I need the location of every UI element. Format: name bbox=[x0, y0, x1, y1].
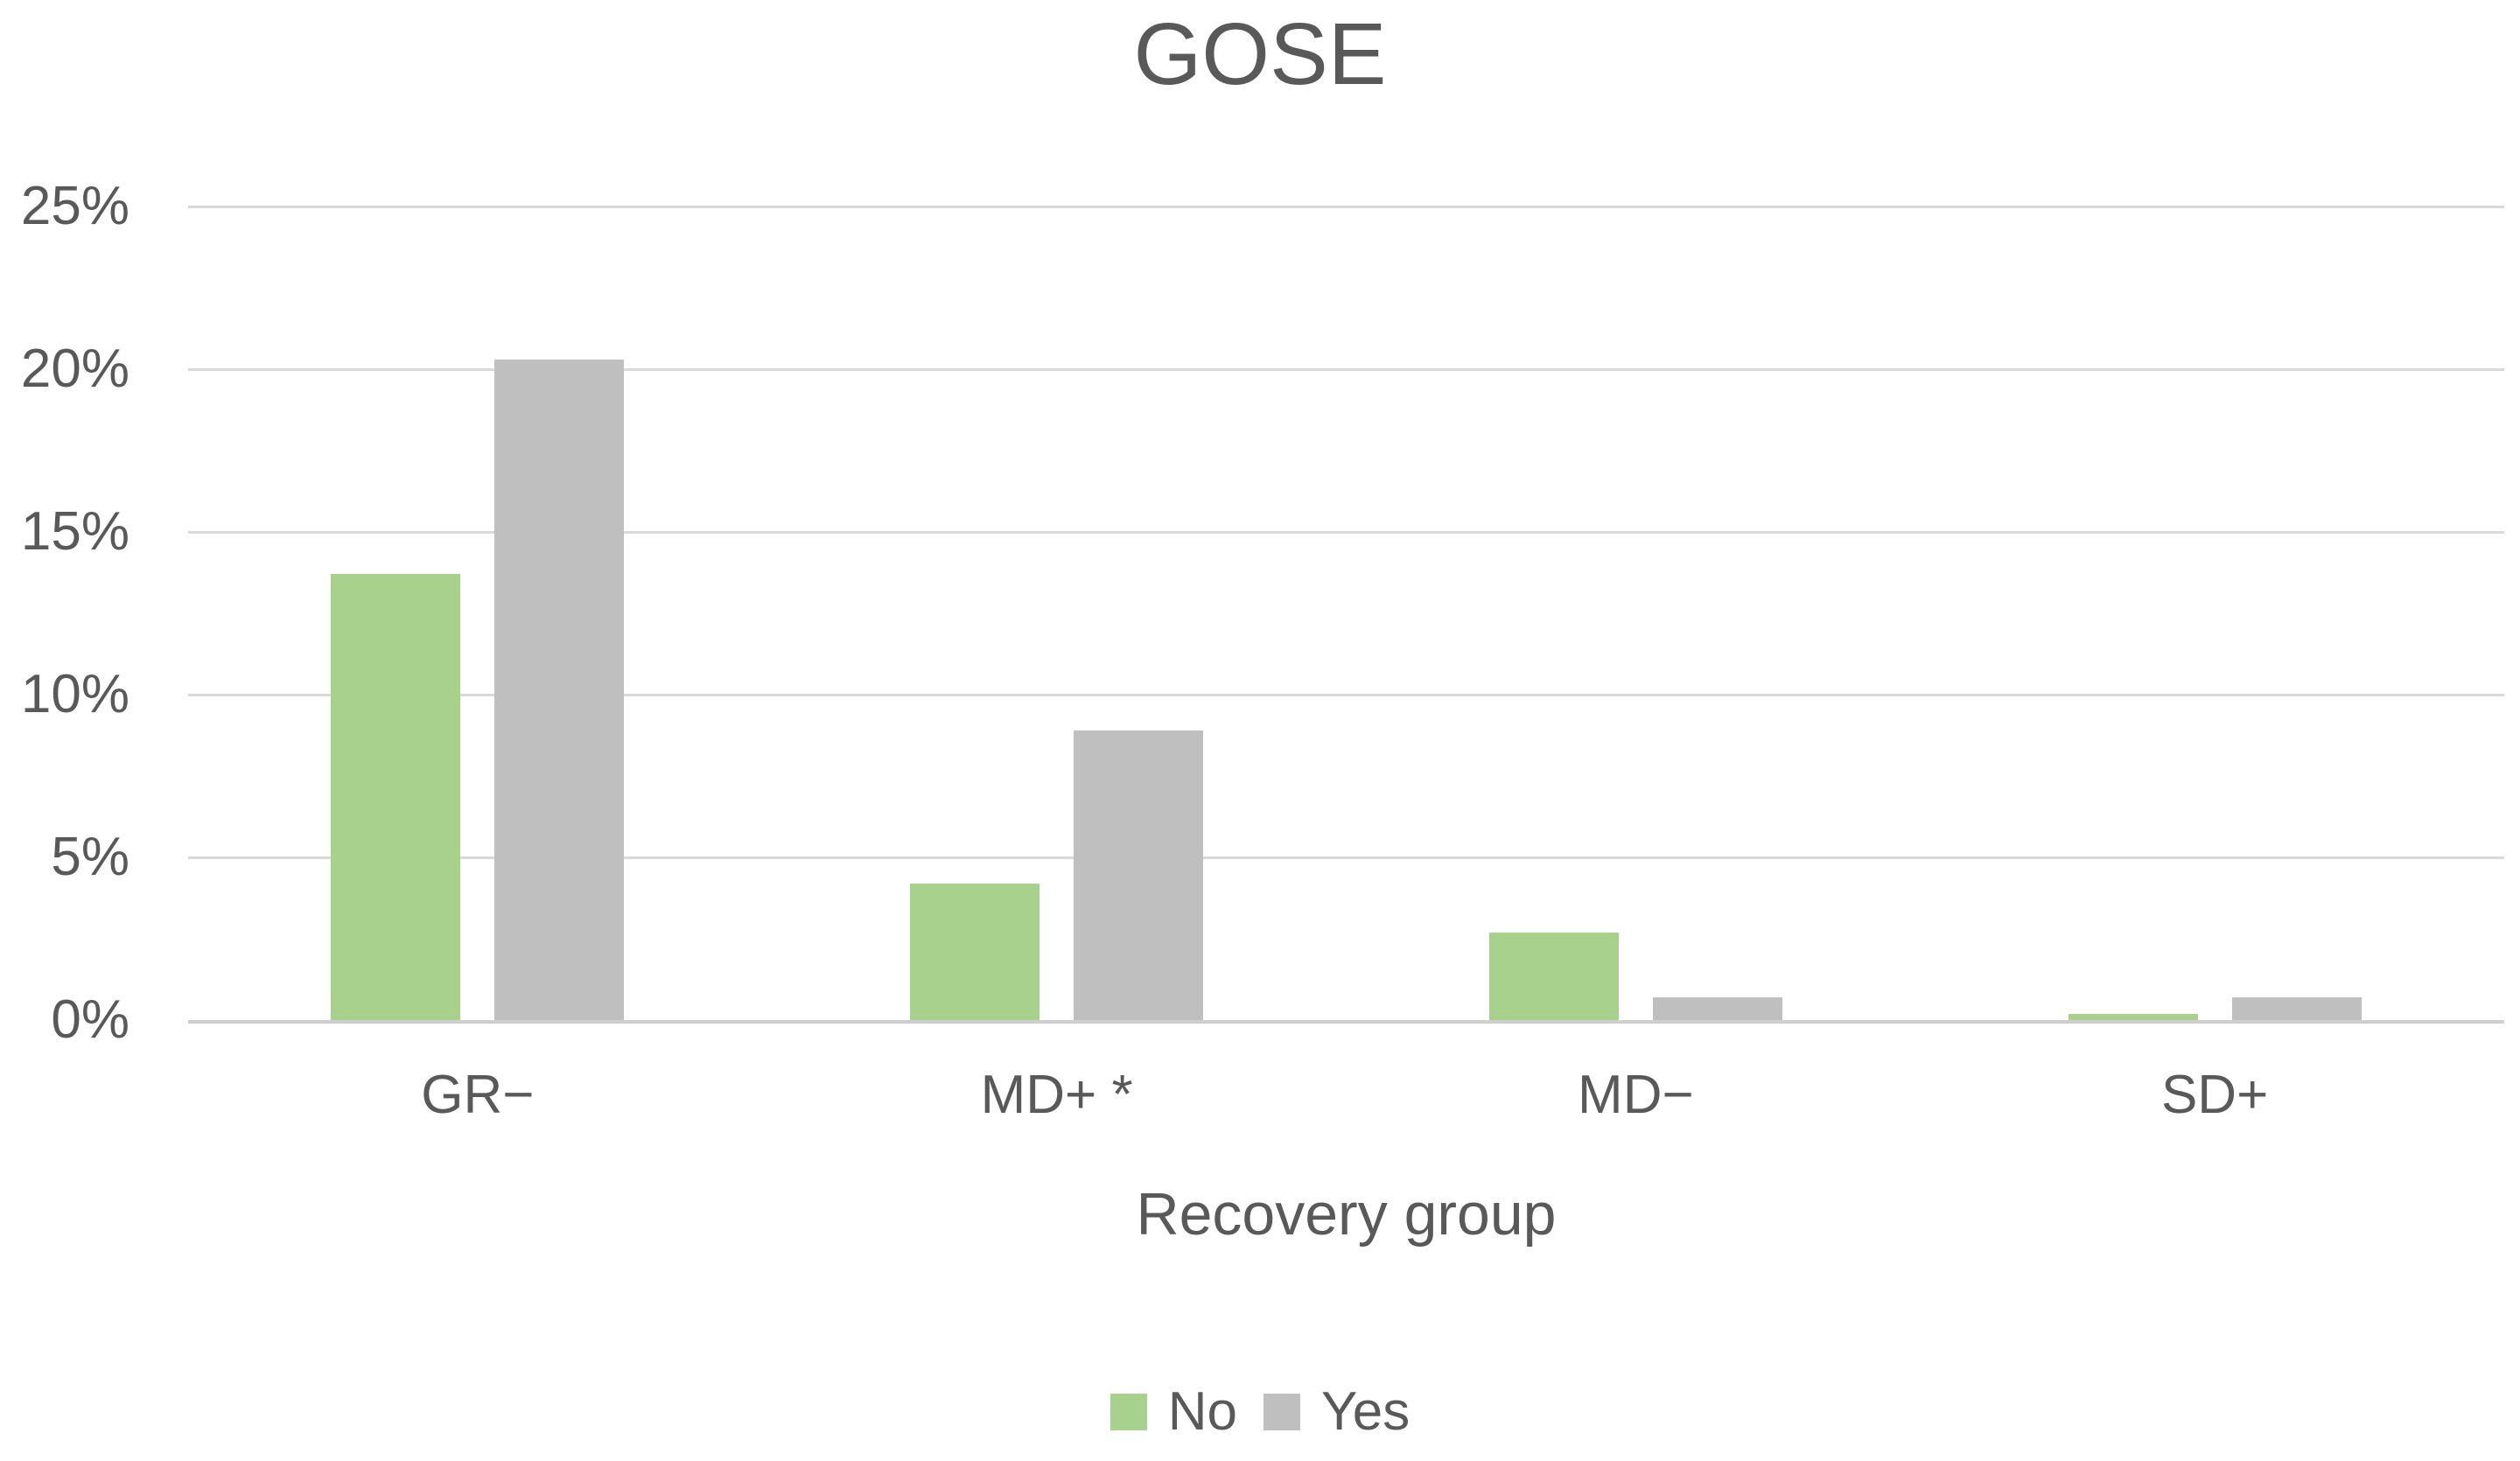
y-tick-label: 0% bbox=[51, 989, 130, 1050]
gridline bbox=[188, 205, 2504, 208]
bar-yes-category-1 bbox=[494, 359, 625, 1020]
x-axis-title: Recovery group bbox=[1136, 1181, 1557, 1248]
gridline bbox=[188, 856, 2504, 859]
gridline bbox=[188, 693, 2504, 696]
plot-area bbox=[188, 205, 2504, 1024]
legend-item-no: No bbox=[1110, 1381, 1237, 1444]
legend-swatch-yes bbox=[1264, 1394, 1301, 1430]
bar-no-category-2 bbox=[910, 883, 1040, 1020]
chart-title: GOSE bbox=[1133, 5, 1387, 103]
x-category-label: MD− bbox=[1578, 1065, 1694, 1125]
bar-yes-category-4 bbox=[2231, 996, 2362, 1020]
gridline bbox=[188, 530, 2504, 534]
legend-label-no: No bbox=[1167, 1381, 1238, 1442]
legend-swatch-no bbox=[1110, 1394, 1147, 1430]
y-tick-label: 25% bbox=[20, 176, 130, 236]
gridline bbox=[188, 367, 2504, 371]
legend-label-yes: Yes bbox=[1321, 1381, 1410, 1442]
bar-no-category-1 bbox=[331, 574, 461, 1020]
bar-no-category-4 bbox=[2068, 1013, 2198, 1020]
bar-yes-category-2 bbox=[1074, 730, 1204, 1020]
x-category-label: GR− bbox=[421, 1065, 535, 1125]
y-tick-label: 15% bbox=[20, 501, 130, 562]
bar-no-category-3 bbox=[1488, 932, 1619, 1020]
legend-item-yes: Yes bbox=[1264, 1381, 1410, 1444]
legend: No Yes bbox=[0, 1381, 2520, 1444]
y-tick-label: 20% bbox=[20, 339, 130, 399]
y-tick-label: 10% bbox=[20, 664, 130, 724]
x-category-label: MD+ * bbox=[980, 1065, 1133, 1125]
y-tick-label: 5% bbox=[51, 827, 130, 887]
x-category-label: SD+ bbox=[2160, 1065, 2269, 1125]
bar-yes-category-3 bbox=[1652, 996, 1782, 1020]
